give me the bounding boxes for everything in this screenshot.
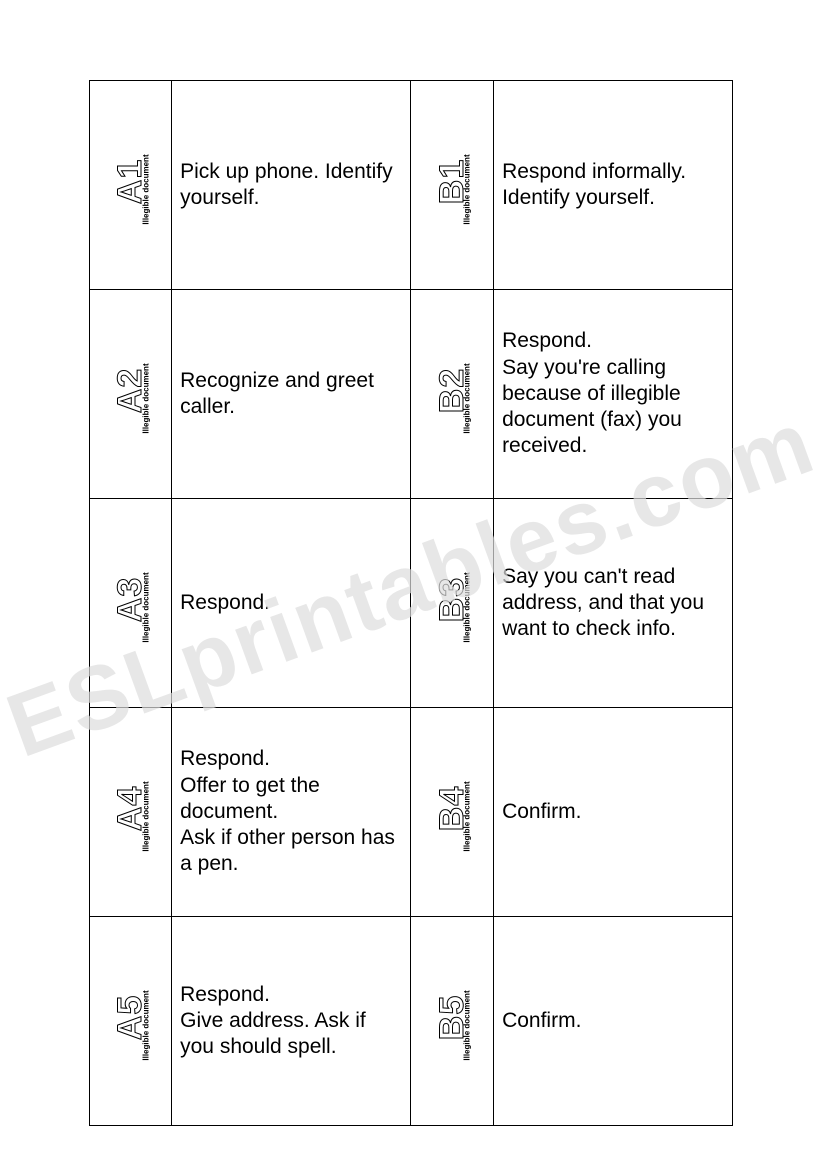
- card-label-inner: A4 Illegible document: [98, 718, 164, 906]
- card-text: Confirm.: [494, 917, 732, 1126]
- card-text: Respond informally. Identify yourself.: [494, 81, 732, 290]
- card-label-inner: A5 Illegible document: [98, 927, 164, 1115]
- card-label-inner: A3 Illegible document: [98, 509, 164, 697]
- card-text: Respond.: [172, 499, 411, 708]
- card-grid: A1 Illegible document Pick up phone. Ide…: [89, 80, 733, 1126]
- card-subtitle: Illegible document: [463, 781, 472, 851]
- card-label-inner: A1 Illegible document: [98, 91, 164, 279]
- card-subtitle: Illegible document: [141, 363, 150, 433]
- card-label-cell: A4 Illegible document: [89, 708, 172, 917]
- card-text: Recognize and greet caller.: [172, 290, 411, 499]
- card-subtitle: Illegible document: [141, 154, 150, 224]
- card-label-cell: B5 Illegible document: [411, 917, 494, 1126]
- card-label-cell: A5 Illegible document: [89, 917, 172, 1126]
- card-row: A5 Illegible document Respond.Give addre…: [89, 917, 732, 1126]
- card-text: Pick up phone. Identify yourself.: [172, 81, 411, 290]
- card-label-inner: B1 Illegible document: [419, 91, 485, 279]
- card-text: Respond.Offer to get the document.Ask if…: [172, 708, 411, 917]
- card-label-inner: B4 Illegible document: [419, 718, 485, 906]
- card-row: A4 Illegible document Respond.Offer to g…: [89, 708, 732, 917]
- card-text: Respond.Say you're calling because of il…: [494, 290, 732, 499]
- card-subtitle: Illegible document: [463, 990, 472, 1060]
- card-text: Confirm.: [494, 708, 732, 917]
- card-subtitle: Illegible document: [463, 363, 472, 433]
- card-label-cell: B4 Illegible document: [411, 708, 494, 917]
- card-subtitle: Illegible document: [463, 572, 472, 642]
- card-subtitle: Illegible document: [141, 990, 150, 1060]
- card-label-cell: B2 Illegible document: [411, 290, 494, 499]
- card-row: A1 Illegible document Pick up phone. Ide…: [89, 81, 732, 290]
- card-subtitle: Illegible document: [141, 572, 150, 642]
- card-label-cell: A1 Illegible document: [89, 81, 172, 290]
- card-label-inner: B2 Illegible document: [419, 300, 485, 488]
- card-label-cell: B1 Illegible document: [411, 81, 494, 290]
- card-row: A3 Illegible document Respond. B3 Illegi…: [89, 499, 732, 708]
- card-grid-body: A1 Illegible document Pick up phone. Ide…: [89, 81, 732, 1126]
- card-text: Respond.Give address. Ask if you should …: [172, 917, 411, 1126]
- worksheet-page: ESLprintables.com A1 Illegible document …: [0, 0, 821, 1169]
- card-row: A2 Illegible document Recognize and gree…: [89, 290, 732, 499]
- card-text: Say you can't read address, and that you…: [494, 499, 732, 708]
- card-label-cell: A3 Illegible document: [89, 499, 172, 708]
- card-label-cell: A2 Illegible document: [89, 290, 172, 499]
- card-label-inner: B3 Illegible document: [419, 509, 485, 697]
- card-subtitle: Illegible document: [463, 154, 472, 224]
- card-subtitle: Illegible document: [141, 781, 150, 851]
- card-label-cell: B3 Illegible document: [411, 499, 494, 708]
- card-label-inner: A2 Illegible document: [98, 300, 164, 488]
- card-label-inner: B5 Illegible document: [419, 927, 485, 1115]
